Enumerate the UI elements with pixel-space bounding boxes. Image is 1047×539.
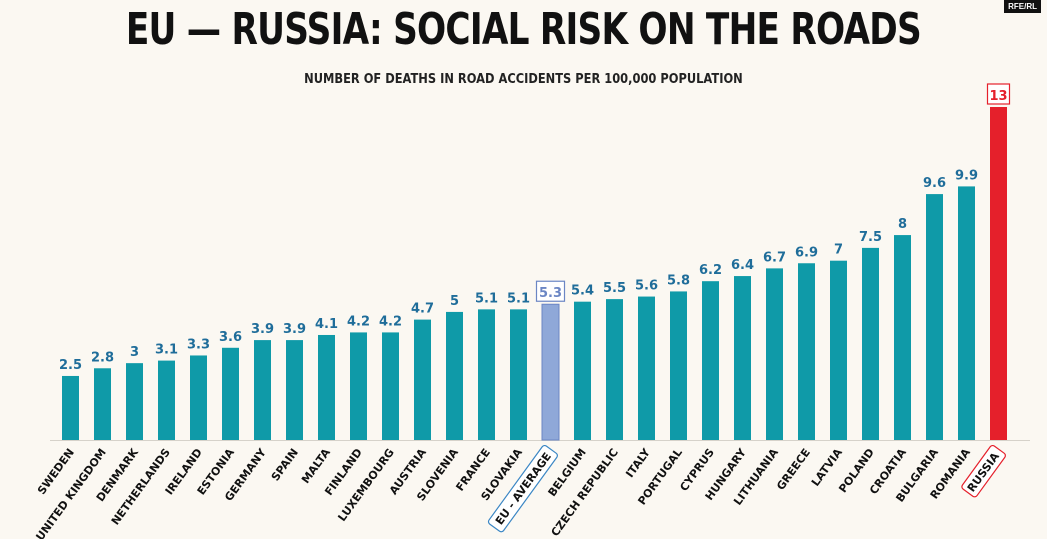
category-label-group: SPAIN — [269, 446, 301, 483]
value-label: 6.4 — [731, 258, 754, 273]
category-label-group: ITALY — [623, 445, 653, 480]
bar-cyprus — [702, 281, 719, 440]
bar-luxembourg — [382, 332, 399, 440]
value-label: 5.1 — [475, 291, 498, 306]
value-label: 5.4 — [571, 284, 594, 299]
value-label: 5.3 — [539, 286, 562, 301]
category-label: SPAIN — [269, 446, 301, 483]
value-label: 6.2 — [699, 263, 722, 278]
bar-latvia — [830, 260, 847, 440]
source-badge: RFE/RL — [1004, 0, 1041, 13]
category-label-group: NETHERLANDS — [109, 446, 173, 527]
value-label: 9.6 — [923, 176, 946, 191]
bar-bulgaria — [926, 194, 943, 440]
bar-estonia — [222, 347, 239, 440]
bar-czech-republic — [606, 299, 623, 440]
bar-germany — [254, 340, 271, 440]
value-label: 3.1 — [155, 343, 178, 358]
bar-romania — [958, 186, 975, 440]
bar-austria — [414, 319, 431, 440]
value-label: 3.9 — [283, 322, 306, 337]
chart-subtitle: NUMBER OF DEATHS IN ROAD ACCIDENTS PER 1… — [304, 72, 743, 87]
bar-slovenia — [446, 311, 463, 440]
value-label: 4.2 — [347, 314, 370, 329]
value-label: 2.5 — [59, 358, 82, 373]
category-label: MALTA — [299, 446, 333, 486]
bar-lithuania — [766, 268, 783, 440]
bar-denmark — [126, 363, 143, 440]
chart-title: EU — RUSSIA: SOCIAL RISK ON THE ROADS — [125, 4, 922, 55]
category-label: NETHERLANDS — [109, 446, 173, 527]
category-label-box — [487, 444, 558, 533]
value-label: 5.5 — [603, 281, 626, 296]
bar-united-kingdom — [94, 368, 111, 440]
value-label: 2.8 — [91, 350, 114, 365]
bar-finland — [350, 332, 367, 440]
bar-malta — [318, 334, 335, 440]
bar-belgium — [574, 301, 591, 440]
bar-poland — [862, 247, 879, 440]
bar-sweden — [62, 375, 79, 440]
category-label-box — [961, 444, 1006, 498]
value-label: 4.2 — [379, 314, 402, 329]
bar-portugal — [670, 291, 687, 440]
category-label: ITALY — [623, 445, 653, 480]
value-label: 5 — [450, 294, 459, 309]
value-label: 3.6 — [219, 330, 242, 345]
value-label: 3.9 — [251, 322, 274, 337]
value-label: 5.1 — [507, 291, 530, 306]
bar-russia — [990, 107, 1007, 440]
category-label: LUXEMBOURG — [335, 446, 396, 524]
bar-ireland — [190, 355, 207, 440]
value-label: 8 — [898, 217, 907, 232]
bar-spain — [286, 340, 303, 440]
category-label-group: MALTA — [299, 446, 333, 486]
value-label: 7.5 — [859, 230, 882, 245]
value-label: 6.7 — [763, 250, 786, 265]
bar-france — [478, 309, 495, 440]
bar-greece — [798, 263, 815, 440]
value-label: 3 — [130, 345, 139, 360]
category-label-group: LUXEMBOURG — [335, 446, 396, 524]
value-label: 4.1 — [315, 317, 338, 332]
bar-netherlands — [158, 360, 175, 440]
value-label-box — [535, 280, 566, 302]
bar-slovakia — [510, 309, 527, 440]
value-label: 7 — [834, 243, 843, 258]
bar-italy — [638, 296, 655, 440]
value-label: 9.9 — [955, 168, 978, 183]
value-label: 6.9 — [795, 245, 818, 260]
value-label-box — [986, 83, 1011, 105]
value-label: 4.7 — [411, 302, 434, 317]
value-label: 13 — [989, 89, 1007, 104]
bar-eu-average — [541, 303, 560, 441]
value-label: 5.8 — [667, 273, 690, 288]
value-label: 5.6 — [635, 279, 658, 294]
value-label: 3.3 — [187, 337, 210, 352]
bar-croatia — [894, 235, 911, 440]
bar-hungary — [734, 276, 751, 440]
